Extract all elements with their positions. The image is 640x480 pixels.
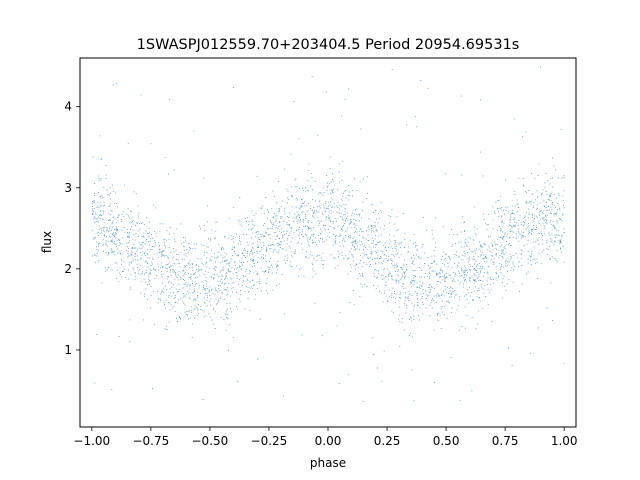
x-tick-label: −0.50 bbox=[192, 434, 229, 448]
y-tick-label: 1 bbox=[64, 343, 72, 357]
y-axis-label: flux bbox=[40, 231, 54, 253]
y-tick-label: 3 bbox=[64, 181, 72, 195]
y-axis: 1 2 3 4 bbox=[64, 100, 80, 357]
x-tick-label: 1.00 bbox=[551, 434, 578, 448]
chart-title: 1SWASPJ012559.70+203404.5 Period 20954.6… bbox=[137, 37, 520, 53]
x-tick-label: −1.00 bbox=[73, 434, 110, 448]
x-axis: −1.00 −0.75 −0.50 −0.25 0.00 0.25 0.50 0.75 1.00 bbox=[73, 427, 578, 448]
x-tick-label: 0.00 bbox=[315, 434, 342, 448]
x-tick-label: 0.50 bbox=[433, 434, 460, 448]
y-tick-label: 2 bbox=[64, 262, 72, 276]
x-tick-label: 0.25 bbox=[374, 434, 401, 448]
x-tick-label: −0.75 bbox=[132, 434, 169, 448]
scatter-points bbox=[91, 66, 565, 403]
x-tick-label: −0.25 bbox=[251, 434, 288, 448]
x-tick-label: 0.75 bbox=[492, 434, 519, 448]
y-tick-label: 4 bbox=[64, 100, 72, 114]
x-axis-label: phase bbox=[310, 456, 346, 470]
data-point-cloud bbox=[91, 66, 565, 403]
